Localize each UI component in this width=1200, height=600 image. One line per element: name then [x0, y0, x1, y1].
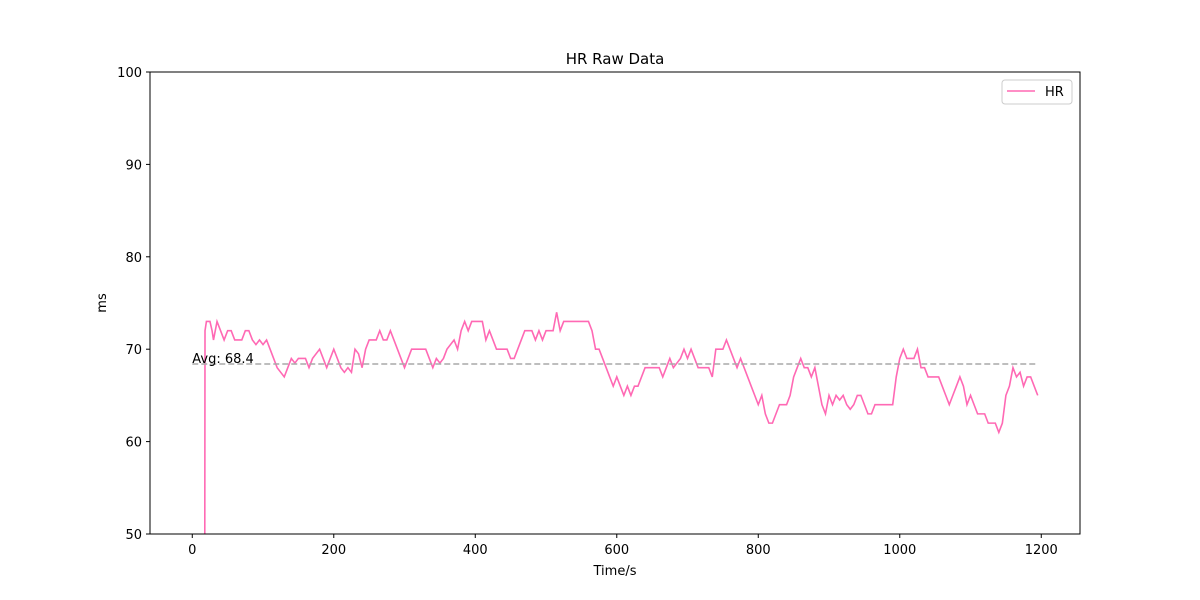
plot-frame: [149, 71, 1081, 535]
y-tick-label: 80: [125, 251, 142, 266]
y-tick-label: 100: [117, 66, 142, 81]
x-axis-label: Time/s: [593, 564, 637, 579]
plot-area: [192, 312, 1039, 534]
x-tick-label: 400: [463, 543, 488, 558]
legend-box: [1001, 79, 1073, 105]
data-line: [203, 312, 1039, 534]
average-label: Avg: 68.4: [192, 352, 254, 367]
y-tick-label: 60: [125, 436, 142, 451]
x-tick-label: 200: [321, 543, 346, 558]
y-tick-label: 70: [125, 343, 142, 358]
y-axis-label: ms: [95, 293, 110, 313]
x-tick-label: 0: [188, 543, 196, 558]
chart-title: HR Raw Data: [566, 50, 665, 68]
x-tick-label: 600: [604, 543, 629, 558]
x-tick-label: 1000: [883, 543, 916, 558]
legend-label: HR: [1045, 85, 1064, 100]
y-tick-label: 90: [125, 158, 142, 173]
x-tick-label: 800: [746, 543, 771, 558]
y-tick-label: 50: [125, 528, 142, 543]
x-tick-label: 1200: [1025, 543, 1058, 558]
